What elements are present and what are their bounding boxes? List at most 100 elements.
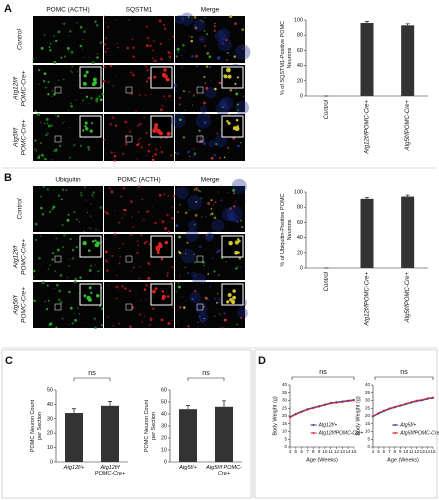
micrograph-field — [104, 16, 174, 63]
micrograph-speckle — [88, 103, 90, 105]
micrograph-speckle — [214, 315, 216, 317]
micrograph-speckle — [73, 143, 76, 147]
micrograph-speckle — [160, 150, 164, 154]
micrograph-speckle — [188, 90, 191, 93]
point — [353, 399, 355, 402]
micrograph-speckle — [62, 122, 64, 124]
micrograph-speckle — [107, 80, 110, 83]
micrograph-speckle — [165, 274, 169, 278]
inset-cell — [229, 297, 233, 302]
micrograph-speckle — [229, 207, 232, 210]
micrograph-speckle — [175, 224, 179, 227]
micrograph-speckle — [220, 235, 222, 237]
micrograph-speckle — [167, 194, 170, 197]
micrograph-speckle — [214, 201, 217, 203]
x-tick-label: 9 — [318, 449, 321, 454]
micrograph-speckle — [37, 156, 40, 159]
micrograph-speckle — [194, 26, 197, 30]
micrograph-speckle — [233, 205, 236, 208]
micrograph-speckle — [176, 186, 189, 200]
x-tick-label: 12 — [414, 449, 420, 454]
y-axis-label: POMC Neuron Count — [144, 399, 150, 452]
row-label: POMC-Cre+ — [21, 70, 28, 106]
micrograph-speckle — [178, 235, 181, 239]
micrograph-speckle — [203, 264, 205, 267]
micrograph-speckle — [219, 185, 222, 187]
micrograph-speckle — [154, 153, 157, 156]
micrograph-speckle — [179, 276, 181, 278]
y-tick-label: 5 — [284, 436, 287, 441]
row-label: Control — [17, 28, 24, 50]
micrograph-speckle — [229, 55, 231, 56]
micrograph-speckle — [152, 307, 155, 310]
micrograph-speckle — [142, 218, 145, 221]
micrograph-speckle — [182, 136, 186, 139]
micrograph-speckle — [171, 306, 174, 309]
micrograph-speckle — [106, 261, 108, 263]
row-label: Control — [17, 198, 24, 220]
x-tick-label: 15 — [430, 449, 436, 454]
micrograph-speckle — [138, 277, 141, 280]
x-tick-label: 10 — [322, 449, 328, 454]
scale-box — [125, 255, 133, 263]
micrograph-speckle — [198, 129, 200, 131]
x-tick-label: 7 — [306, 449, 309, 454]
y-axis-label: Body Weight (g) — [355, 396, 361, 436]
micrograph-speckle — [122, 152, 125, 155]
micrograph-speckle — [167, 321, 171, 325]
micrograph-speckle — [119, 255, 122, 258]
micrograph-speckle — [88, 227, 91, 229]
y-axis-label: per Section — [37, 412, 43, 440]
micrograph-speckle — [209, 66, 211, 69]
micrograph-speckle — [171, 265, 174, 269]
inset-cell — [87, 249, 91, 252]
legend-label: Atg12f/fPOMC-Cre+ — [317, 430, 363, 436]
y-tick-label: 40 — [365, 382, 371, 387]
micrograph — [104, 185, 175, 233]
micrograph-speckle — [43, 79, 46, 83]
x-tick-label-box: Atg5f/+ — [179, 465, 197, 471]
x-tick-label: 4 — [289, 449, 292, 454]
x-tick-label-box: Atg12f/+ — [64, 465, 85, 471]
column-header: SQSTM1 — [126, 7, 153, 14]
micrograph-speckle — [34, 139, 37, 142]
column-header: Merge — [201, 177, 220, 184]
micrograph-speckle — [78, 292, 80, 294]
micrograph-speckle — [55, 114, 57, 116]
micrograph-speckle — [193, 223, 196, 226]
y-tick-label: 60 — [297, 48, 303, 54]
micrograph-speckle — [202, 261, 205, 264]
micrograph — [32, 16, 103, 65]
column-header: POMC (ACTH) — [46, 7, 89, 14]
micrograph-speckle — [210, 208, 213, 210]
micrograph-speckle — [40, 206, 43, 210]
micrograph-speckle — [93, 282, 95, 284]
micrograph-speckle — [171, 319, 173, 321]
x-tick-label: 5 — [295, 449, 298, 454]
micrograph-speckle — [69, 70, 72, 72]
micrograph-speckle — [124, 314, 126, 316]
micrograph-speckle — [143, 117, 145, 119]
micrograph-speckle — [136, 158, 138, 160]
micrograph-speckle — [178, 103, 181, 106]
micrograph-speckle — [129, 200, 133, 204]
micrograph-speckle — [103, 138, 106, 141]
micrograph-speckle — [129, 325, 132, 328]
micrograph-speckle — [186, 241, 189, 244]
micrograph-speckle — [53, 60, 57, 64]
bar — [360, 23, 374, 96]
y-tick-label: 0 — [50, 459, 53, 465]
micrograph-speckle — [34, 222, 38, 226]
inset-cell — [83, 74, 87, 78]
micrograph-speckle — [209, 79, 211, 81]
micrograph-speckle — [235, 92, 239, 96]
micrograph-speckle — [207, 273, 210, 275]
y-tick-label: 30 — [365, 398, 371, 403]
micrograph-speckle — [170, 52, 173, 55]
micrograph-speckle — [216, 292, 219, 295]
micrograph-speckle — [148, 263, 151, 266]
micrograph-speckle — [139, 122, 142, 126]
micrograph-speckle — [105, 37, 108, 40]
micrograph-speckle — [241, 226, 244, 229]
micrograph-speckle — [226, 51, 229, 54]
